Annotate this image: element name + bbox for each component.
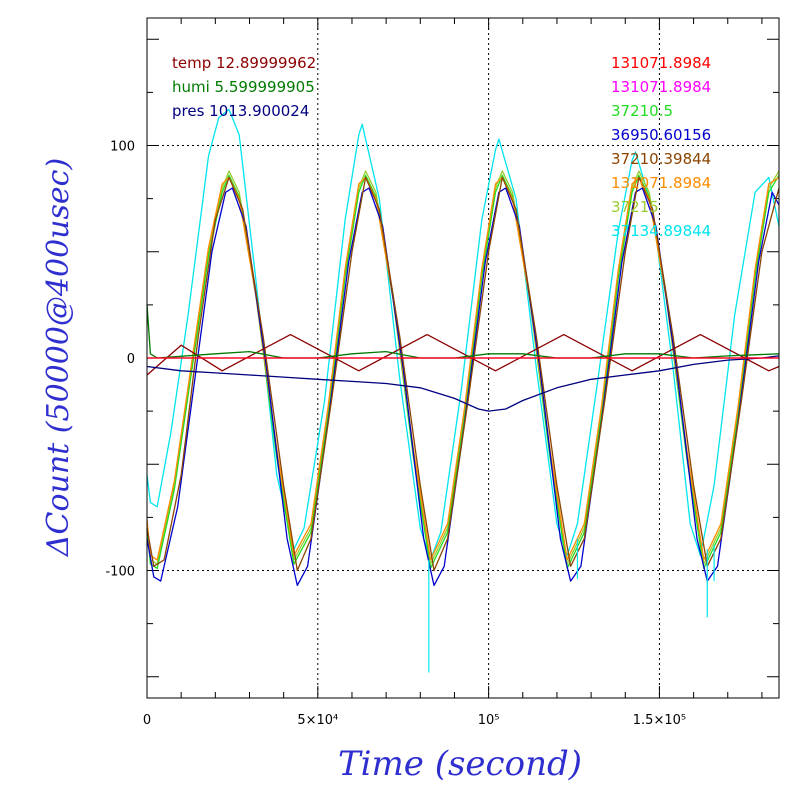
x-axis-title: Time (second) (338, 744, 582, 784)
spike-lines (428, 538, 715, 673)
series-line-6 (146, 333, 780, 376)
series-line-5 (146, 176, 780, 572)
x-tick-label: 10⁵ (478, 713, 500, 728)
channel-legend-entry: 37210.39844 (611, 150, 711, 168)
env-legend-entry: humi 5.599999905 (172, 78, 315, 96)
env-legend-entry: temp 12.89999962 (172, 54, 316, 72)
channel-legend-entry: 37210.5 (611, 102, 673, 120)
tick-labels: 0 5×10⁴ 10⁵ 1.5×10⁵ 100 0 -100 (105, 140, 686, 729)
channel-legend-entry: 37215 (611, 198, 659, 216)
environment-legend: temp 12.89999962 humi 5.599999905 pres 101… (172, 54, 316, 120)
channel-legend-entry: 131071.8984 (611, 54, 711, 72)
x-tick-label: 0 (143, 713, 151, 728)
x-tick-label: 5×10⁴ (297, 713, 338, 728)
minor-ticks (147, 18, 779, 698)
plot-frame (146, 17, 780, 699)
y-axis-title: ΔCount (50000@400usec) (41, 158, 76, 557)
series-line-0 (146, 108, 780, 561)
channel-legend: 131071.8984 131071.8984 37210.5 36950.60156… (611, 54, 711, 240)
channel-legend-entry: 36950.60156 (611, 126, 711, 144)
env-legend-entry: pres 1013.900024 (172, 102, 309, 120)
channel-legend-entry: 131071.8984 (611, 78, 711, 96)
x-tick-label: 1.5×10⁵ (633, 713, 686, 728)
series-lines (146, 108, 780, 587)
y-tick-label: 100 (110, 140, 135, 155)
series-line-8 (146, 355, 780, 412)
y-tick-label: 0 (127, 352, 135, 367)
y-tick-label: -100 (105, 565, 135, 580)
channel-legend-entry: 131071.8984 (611, 174, 711, 192)
channel-legend-entry: 37134.89844 (611, 222, 711, 240)
